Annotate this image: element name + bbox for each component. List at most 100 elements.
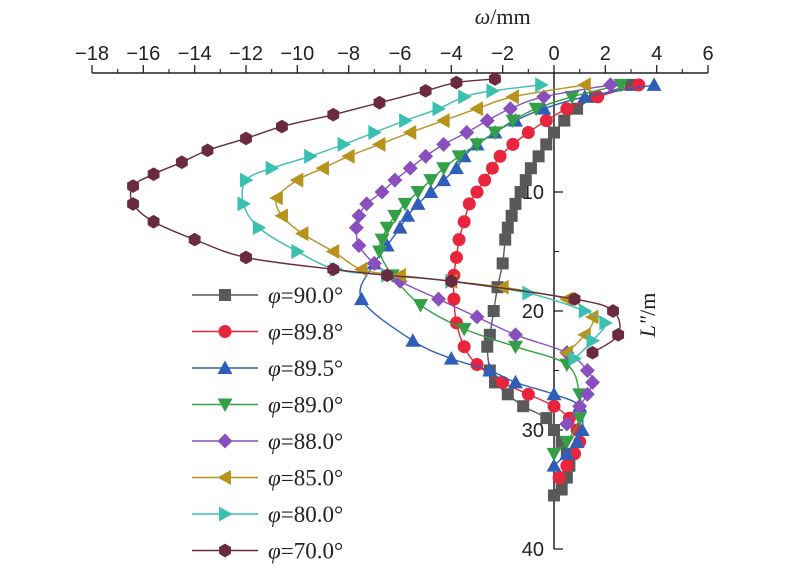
data-point: [602, 77, 618, 93]
data-point: [585, 374, 600, 390]
data-point: [536, 89, 552, 105]
data-point: [495, 279, 509, 295]
data-point: [402, 160, 418, 176]
data-point: [632, 78, 646, 92]
y-axis-unit: /m: [635, 293, 660, 316]
data-point: [265, 160, 280, 176]
legend-marker: [217, 470, 231, 485]
legend-label: φ=88.0°: [268, 429, 343, 454]
data-point: [509, 197, 522, 210]
data-point: [294, 226, 309, 242]
data-point: [351, 238, 367, 254]
legend-entry: φ=88.0°: [192, 429, 343, 454]
x-tick-label: −14: [178, 43, 212, 65]
data-point: [560, 102, 574, 116]
x-ticks: −18 −16 −14 −12 −10 −8 −6 −4 −2 0 2 4 6: [75, 43, 714, 73]
legend: φ=90.0°φ=89.8°φ=89.5°φ=89.0°φ=88.0°φ=85.…: [192, 283, 343, 564]
series-line: [355, 84, 611, 425]
data-point: [535, 77, 549, 93]
legend-phi-symbol: φ: [268, 539, 281, 564]
data-point: [147, 214, 160, 229]
data-point: [274, 208, 288, 224]
data-point: [574, 422, 590, 436]
data-point: [368, 125, 382, 140]
legend-value: =89.8°: [281, 320, 343, 345]
data-point: [505, 209, 518, 222]
data-point: [354, 261, 368, 277]
legend-marker: [217, 398, 233, 412]
data-point: [519, 174, 532, 187]
data-point: [568, 292, 581, 306]
data-point: [558, 114, 571, 127]
data-point: [548, 126, 560, 139]
data-point: [536, 101, 552, 115]
legend-value: =70.0°: [281, 539, 343, 564]
data-point: [501, 221, 514, 234]
legend-marker: [217, 360, 233, 374]
data-point: [201, 143, 214, 158]
legend-phi-symbol: φ: [268, 320, 281, 345]
data-point: [586, 345, 599, 360]
data-point: [354, 291, 369, 306]
data-point: [188, 232, 201, 247]
data-point: [599, 315, 613, 331]
data-point: [237, 196, 251, 212]
x-axis-symbol: ω: [475, 4, 491, 29]
legend-value: =89.5°: [281, 356, 343, 381]
legend-entry: φ=85.0°: [192, 466, 343, 491]
legend-phi-symbol: φ: [268, 393, 281, 418]
legend-phi-symbol: φ: [268, 429, 281, 454]
x-tick-label: −12: [229, 43, 263, 65]
data-point: [373, 95, 386, 110]
legend-entry: φ=80.0°: [192, 502, 343, 527]
data-point: [431, 291, 446, 307]
data-point: [327, 262, 340, 277]
data-point: [521, 126, 535, 139]
data-point: [366, 255, 382, 271]
legend-entry: φ=90.0°: [192, 283, 343, 308]
data-point: [127, 179, 139, 193]
data-point: [457, 215, 471, 229]
legend-value: =88.0°: [281, 429, 343, 454]
data-point: [451, 150, 467, 164]
data-point: [276, 119, 288, 134]
data-point: [371, 136, 386, 152]
y-ticks: 10 20 30 40: [522, 131, 563, 561]
y-tick-label: 30: [522, 420, 544, 442]
legend-value: =89.0°: [281, 393, 343, 418]
data-point: [521, 387, 535, 401]
data-point: [399, 113, 413, 129]
data-point: [548, 489, 560, 502]
data-point: [436, 136, 452, 152]
x-tick-label: 0: [548, 43, 559, 65]
data-point: [506, 137, 520, 151]
data-point: [489, 72, 501, 86]
data-point: [240, 172, 254, 188]
data-point: [289, 172, 304, 188]
data-point: [327, 107, 340, 122]
data-point: [240, 131, 252, 146]
data-point: [436, 162, 452, 176]
data-point: [485, 161, 499, 175]
data-point: [291, 244, 305, 259]
legend-entry: φ=89.5°: [192, 356, 343, 381]
legend-value: =90.0°: [281, 283, 343, 308]
data-point: [572, 398, 588, 414]
legend-entry: φ=89.8°: [192, 320, 343, 345]
data-point: [470, 185, 484, 199]
data-point: [560, 459, 574, 473]
data-point: [548, 424, 560, 436]
legend-label: φ=89.0°: [268, 393, 343, 418]
data-point: [612, 327, 625, 342]
data-point: [402, 125, 417, 140]
data-point: [387, 209, 403, 224]
data-point: [546, 458, 562, 472]
legend-marker: [219, 543, 231, 558]
data-point: [577, 89, 593, 103]
series-7: [127, 72, 625, 360]
data-point: [423, 174, 439, 188]
data-point: [585, 309, 599, 325]
legend-value: =85.0°: [281, 466, 343, 491]
data-point: [337, 136, 352, 152]
legend-label: φ=70.0°: [268, 539, 343, 564]
